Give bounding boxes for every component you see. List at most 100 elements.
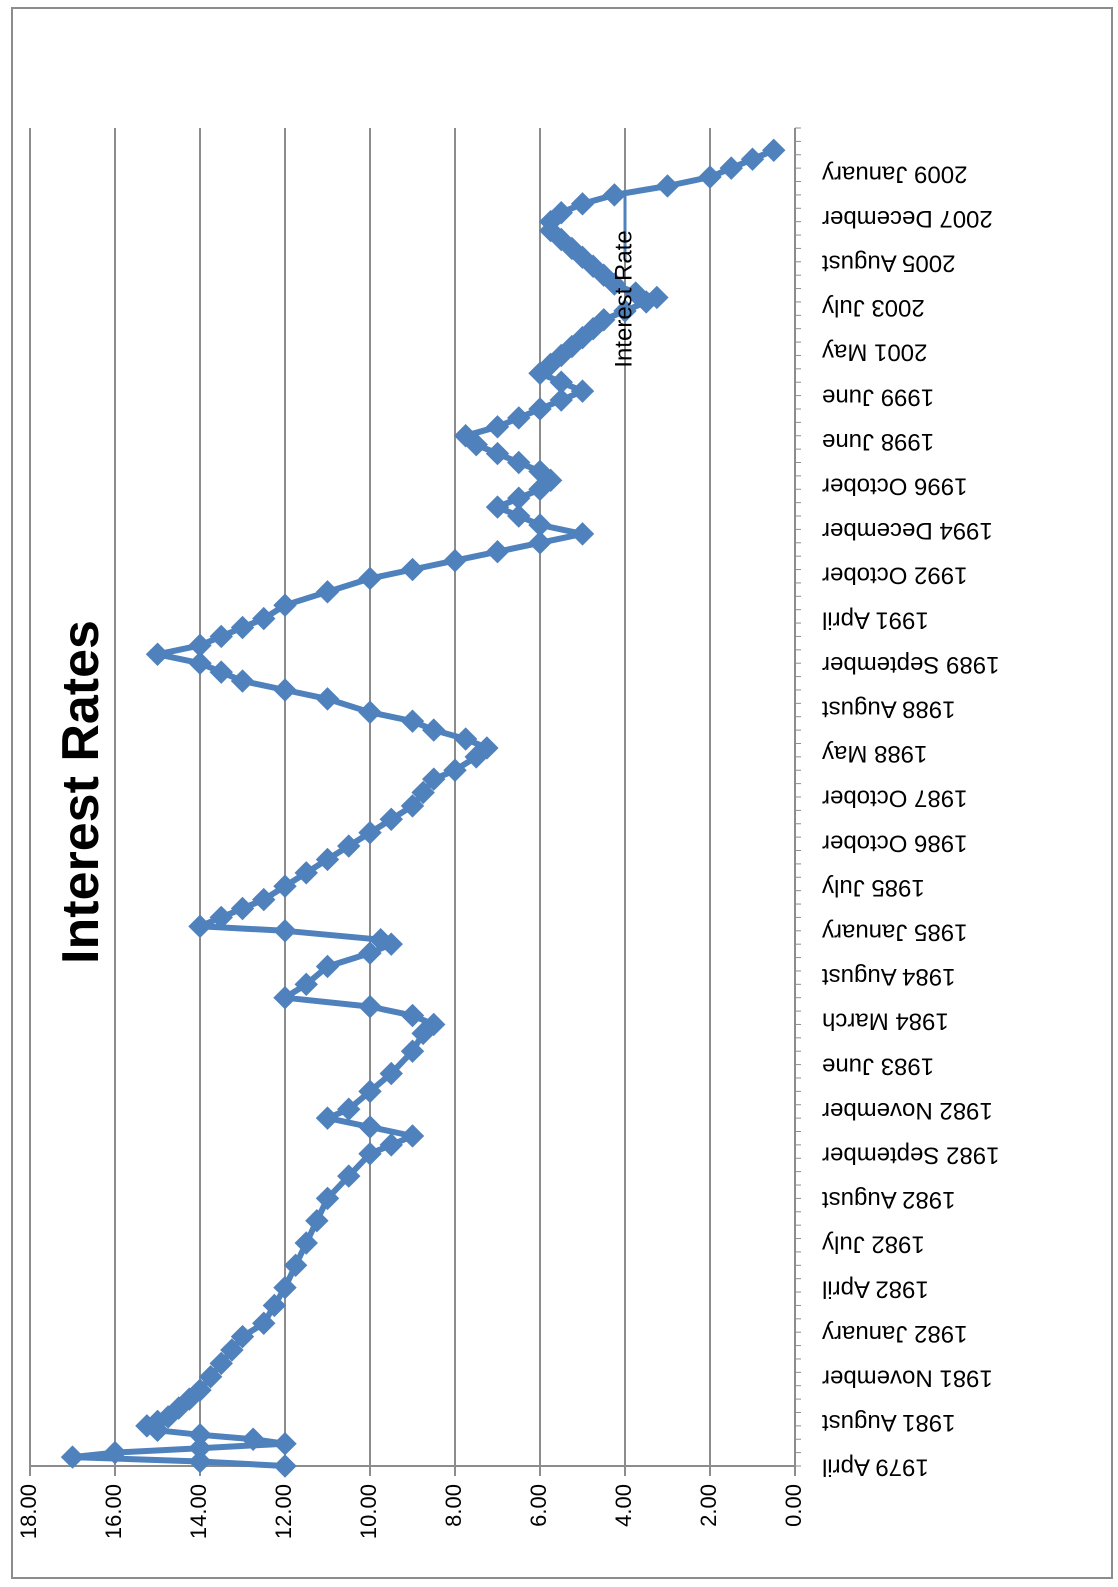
data-point-marker bbox=[549, 370, 573, 394]
data-point-marker bbox=[209, 905, 233, 930]
data-point-marker bbox=[485, 441, 510, 466]
data-point-marker bbox=[230, 669, 255, 693]
data-point-marker bbox=[294, 972, 318, 997]
data-point-marker bbox=[188, 633, 212, 658]
data-point-marker bbox=[443, 548, 467, 573]
data-point-marker bbox=[379, 1061, 403, 1086]
data-point-marker bbox=[719, 156, 743, 180]
category-label: 1982 April bbox=[822, 1275, 929, 1302]
category-label: 1988 August bbox=[822, 695, 956, 722]
data-point-marker bbox=[528, 531, 552, 555]
data-point-marker bbox=[613, 299, 637, 323]
data-point-marker bbox=[485, 539, 510, 564]
data-point-marker bbox=[188, 1423, 212, 1447]
chart-border bbox=[11, 7, 1113, 1579]
data-point-marker bbox=[358, 1079, 382, 1104]
data-point-marker bbox=[400, 1039, 425, 1063]
category-label: 1999 June bbox=[822, 383, 934, 410]
value-axis: 0.00 2.00 4.00 6.00 8.00 10.00 12.00 14.00 16.00… bbox=[16, 1465, 806, 1539]
data-point-marker bbox=[252, 887, 276, 912]
data-point-marker bbox=[400, 1003, 425, 1028]
category-label: 2003 July bbox=[822, 294, 925, 321]
category-label: 1986 October bbox=[822, 829, 967, 856]
data-point-marker bbox=[337, 1097, 361, 1121]
data-point-marker bbox=[698, 165, 722, 189]
data-point-marker bbox=[337, 834, 361, 858]
category-label: 1985 January bbox=[822, 918, 967, 945]
data-point-marker bbox=[570, 379, 595, 403]
data-point-marker bbox=[655, 174, 680, 198]
data-point-marker bbox=[411, 780, 435, 805]
category-label: 1992 October bbox=[822, 562, 967, 589]
data-point-marker bbox=[400, 794, 425, 818]
data-point-marker bbox=[379, 807, 403, 832]
category-label: 1989 September bbox=[822, 651, 999, 678]
data-point-marker bbox=[145, 642, 170, 666]
data-point-marker bbox=[549, 388, 573, 412]
data-point-marker bbox=[60, 1445, 85, 1469]
data-point-marker bbox=[315, 847, 340, 872]
data-point-marker bbox=[209, 1351, 233, 1376]
data-point-marker bbox=[762, 138, 786, 163]
data-point-marker bbox=[209, 660, 233, 684]
data-point-marker bbox=[358, 700, 382, 724]
data-point-marker bbox=[315, 954, 340, 979]
data-point-marker bbox=[422, 1012, 446, 1037]
category-label: 1984 August bbox=[822, 963, 956, 990]
data-point-marker bbox=[602, 183, 627, 207]
data-point-marker bbox=[273, 1275, 297, 1300]
value-tick-label: 18.00 bbox=[16, 1484, 41, 1539]
data-point-marker bbox=[485, 495, 510, 519]
data-point-marker bbox=[400, 557, 425, 582]
category-label: 1982 January bbox=[822, 1320, 967, 1347]
value-tick-label: 2.00 bbox=[696, 1484, 721, 1527]
category-label: 1984 March bbox=[822, 1008, 949, 1035]
data-point-marker bbox=[453, 424, 478, 448]
value-tick-label: 4.00 bbox=[611, 1484, 636, 1527]
data-point-marker bbox=[507, 406, 531, 430]
category-label: 1982 August bbox=[822, 1186, 956, 1213]
data-point-marker bbox=[188, 1449, 212, 1474]
data-point-marker bbox=[188, 651, 212, 675]
value-tick-label: 8.00 bbox=[441, 1484, 466, 1527]
data-point-marker bbox=[368, 928, 393, 952]
category-label: 1985 July bbox=[822, 874, 925, 901]
data-point-marker bbox=[358, 1142, 382, 1166]
category-label: 1994 December bbox=[822, 517, 993, 544]
data-point-marker bbox=[507, 504, 531, 528]
data-point-marker bbox=[294, 1231, 318, 1255]
data-point-marker bbox=[379, 1133, 403, 1157]
category-label: 1979 April bbox=[822, 1454, 929, 1481]
category-label: 1981 August bbox=[822, 1409, 956, 1436]
category-label: 1982 September bbox=[822, 1141, 999, 1168]
data-point-marker bbox=[592, 308, 616, 332]
data-point-marker bbox=[528, 397, 552, 421]
data-point-marker bbox=[528, 513, 552, 537]
value-tick-label: 14.00 bbox=[186, 1484, 211, 1539]
data-point-marker bbox=[273, 678, 297, 702]
category-label: 1982 November bbox=[822, 1097, 993, 1124]
data-point-marker bbox=[358, 1115, 382, 1139]
data-point-marker bbox=[623, 281, 648, 305]
category-label: 1991 April bbox=[822, 606, 929, 633]
data-point-marker bbox=[188, 1378, 212, 1402]
data-point-marker bbox=[294, 861, 318, 885]
category-label: 1998 June bbox=[822, 428, 934, 455]
data-point-marker bbox=[273, 1454, 297, 1478]
data-point-marker bbox=[273, 874, 297, 898]
value-tick-label: 16.00 bbox=[101, 1484, 126, 1539]
data-point-marker bbox=[315, 687, 340, 711]
category-label: 1983 June bbox=[822, 1052, 934, 1079]
data-point-marker bbox=[358, 566, 382, 591]
data-point-marker bbox=[252, 606, 276, 631]
value-tick-label: 12.00 bbox=[271, 1484, 296, 1539]
data-point-marker bbox=[507, 486, 531, 510]
data-point-marker bbox=[645, 285, 669, 310]
data-point-marker bbox=[273, 985, 297, 1010]
data-point-marker bbox=[528, 459, 552, 484]
data-point-marker bbox=[198, 1365, 223, 1389]
category-axis: 1979 April 1981 August 1981 November 1982 J… bbox=[794, 127, 999, 1481]
category-label: 1981 November bbox=[822, 1364, 993, 1391]
